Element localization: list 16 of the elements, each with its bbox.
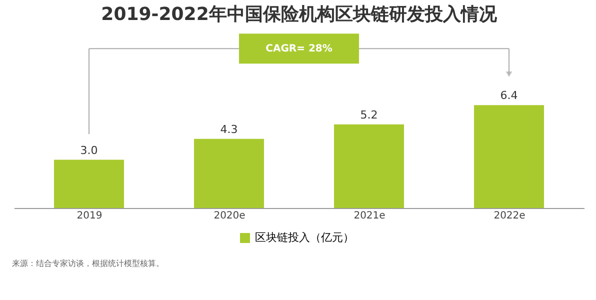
source-note: 来源：结合专家访谈，根据统计模型核算。 bbox=[12, 259, 164, 268]
chart-title: 2019-2022年中国保险机构区块链研发投入情况 bbox=[101, 4, 498, 25]
x-tick-label: 2019 bbox=[76, 210, 102, 222]
x-tick-label: 2020e bbox=[214, 210, 246, 222]
bar bbox=[334, 124, 404, 208]
bar bbox=[474, 105, 544, 208]
bar bbox=[194, 138, 264, 208]
legend-label: 区块链投入（亿元） bbox=[255, 231, 354, 244]
text: CAGR= 28% bbox=[266, 44, 332, 55]
data-label: 4.3 bbox=[220, 122, 238, 136]
data-label: 6.4 bbox=[500, 89, 518, 102]
x-tick-label: 2022e bbox=[494, 210, 526, 222]
x-tick-label: 2021e bbox=[354, 210, 386, 222]
data-label: 5.2 bbox=[360, 108, 378, 122]
bar bbox=[54, 160, 124, 208]
data-label: 3.0 bbox=[80, 144, 98, 157]
